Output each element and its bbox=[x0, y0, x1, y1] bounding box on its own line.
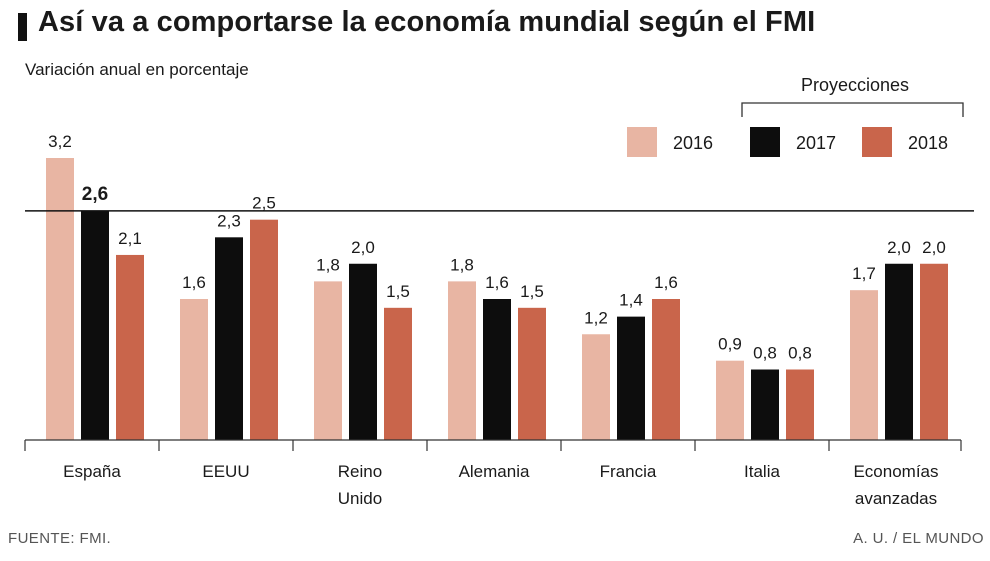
legend-label-2018: 2018 bbox=[908, 133, 948, 153]
legend-swatch-2017 bbox=[750, 127, 780, 157]
legend-swatch-2016 bbox=[627, 127, 657, 157]
value-label-2017-4: 1,4 bbox=[619, 291, 643, 310]
value-label-2017-5: 0,8 bbox=[753, 344, 777, 363]
bar-2016-4 bbox=[582, 334, 610, 440]
legend-label-2017: 2017 bbox=[796, 133, 836, 153]
category-label-0: España bbox=[63, 462, 121, 481]
value-label-2016-0: 3,2 bbox=[48, 132, 72, 151]
legend-label-2016: 2016 bbox=[673, 133, 713, 153]
value-label-2018-3: 1,5 bbox=[520, 282, 544, 301]
chart-title: Así va a comportarse la economía mundial… bbox=[38, 6, 816, 38]
category-label-1: EEUU bbox=[202, 462, 249, 481]
projections-label: Proyecciones bbox=[801, 75, 909, 95]
category-label-3: Alemania bbox=[459, 462, 530, 481]
category-label-6: Economías avanzadas bbox=[853, 462, 938, 508]
value-label-2017-2: 2,0 bbox=[351, 238, 375, 257]
bar-2016-0 bbox=[46, 158, 74, 440]
source-note: FUENTE: FMI. bbox=[8, 530, 112, 547]
value-label-2018-2: 1,5 bbox=[386, 282, 410, 301]
value-label-2017-6: 2,0 bbox=[887, 238, 911, 257]
value-label-2018-0: 2,1 bbox=[118, 229, 142, 248]
bar-2016-3 bbox=[448, 281, 476, 440]
category-label-5: Italia bbox=[744, 462, 780, 481]
bar-2018-2 bbox=[384, 307, 412, 440]
value-label-2017-0: 2,6 bbox=[82, 184, 108, 205]
value-label-2016-1: 1,6 bbox=[182, 273, 206, 292]
bar-2017-2 bbox=[349, 263, 377, 440]
bar-2018-5 bbox=[786, 369, 814, 440]
bar-2018-0 bbox=[116, 254, 144, 440]
legend-swatch-2018 bbox=[862, 127, 892, 157]
bar-2017-4 bbox=[617, 316, 645, 440]
value-label-2016-4: 1,2 bbox=[584, 308, 608, 327]
chart-subtitle: Variación anual en porcentaje bbox=[25, 60, 249, 79]
value-label-2018-5: 0,8 bbox=[788, 344, 812, 363]
title-marker bbox=[18, 13, 27, 41]
value-label-2018-1: 2,5 bbox=[252, 194, 276, 213]
value-label-2016-3: 1,8 bbox=[450, 255, 474, 274]
credit-note: A. U. / EL MUNDO bbox=[853, 530, 984, 547]
bar-2018-1 bbox=[250, 219, 278, 440]
bar-2017-1 bbox=[215, 237, 243, 440]
value-label-2016-6: 1,7 bbox=[852, 264, 876, 283]
value-label-2018-4: 1,6 bbox=[654, 273, 678, 292]
bar-2016-1 bbox=[180, 299, 208, 440]
bar-2016-2 bbox=[314, 281, 342, 440]
value-label-2016-2: 1,8 bbox=[316, 255, 340, 274]
bar-2017-6 bbox=[885, 263, 913, 440]
category-label-4: Francia bbox=[600, 462, 657, 481]
bar-2018-4 bbox=[652, 299, 680, 440]
bar-2017-3 bbox=[483, 299, 511, 440]
bar-2016-5 bbox=[716, 360, 744, 440]
category-label-2: Reino Unido bbox=[338, 462, 382, 508]
value-label-2016-5: 0,9 bbox=[718, 335, 742, 354]
projections-bracket bbox=[741, 102, 964, 117]
bar-2017-5 bbox=[751, 369, 779, 440]
value-label-2017-1: 2,3 bbox=[217, 211, 241, 230]
value-label-2017-3: 1,6 bbox=[485, 273, 509, 292]
bar-2018-3 bbox=[518, 307, 546, 440]
bar-2018-6 bbox=[920, 263, 948, 440]
bar-2017-0 bbox=[81, 210, 109, 440]
bar-2016-6 bbox=[850, 290, 878, 440]
value-label-2018-6: 2,0 bbox=[922, 238, 946, 257]
